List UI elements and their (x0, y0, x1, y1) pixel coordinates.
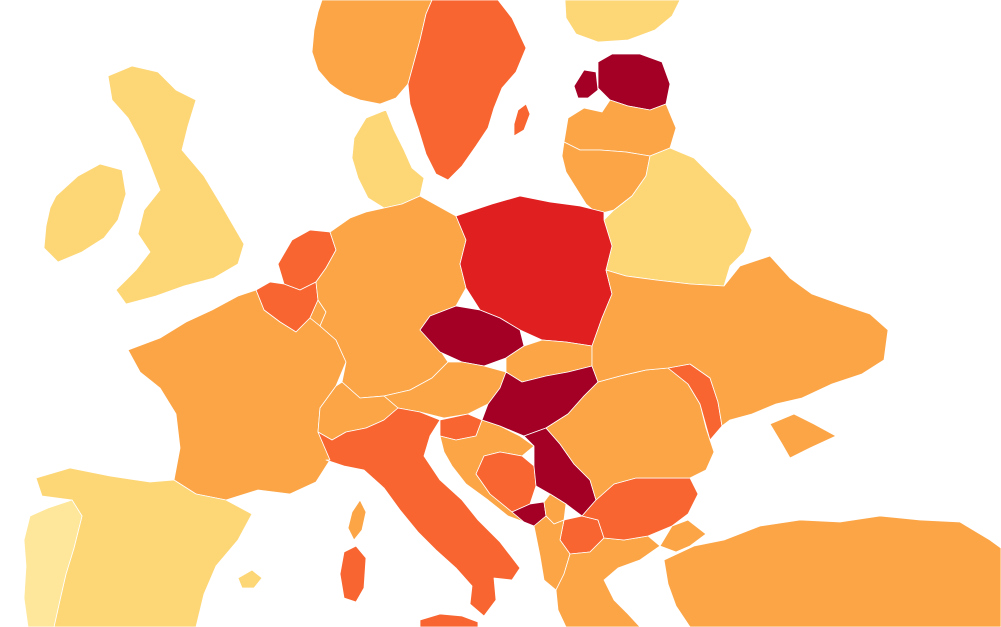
country-portugal[interactable] (23, 499, 83, 627)
country-ireland[interactable] (43, 163, 127, 263)
country-crimea[interactable] (769, 413, 837, 459)
country-france[interactable] (127, 289, 347, 501)
country-sardinia[interactable] (339, 545, 367, 603)
country-gotland[interactable] (513, 103, 531, 137)
country-iceland-faroe[interactable] (564, 0, 681, 43)
country-sicily[interactable] (419, 613, 479, 627)
country-sweden[interactable] (407, 0, 527, 181)
country-czechia[interactable] (419, 305, 525, 367)
country-turkey-thrace[interactable] (659, 519, 707, 553)
country-bosnia[interactable] (475, 451, 537, 513)
country-italy[interactable] (317, 407, 521, 617)
country-ukraine[interactable] (591, 255, 889, 427)
country-estonia-islands[interactable] (573, 69, 599, 99)
country-latvia[interactable] (563, 99, 677, 157)
country-corsica[interactable] (347, 499, 367, 541)
country-balearics[interactable] (237, 569, 263, 589)
country-denmark[interactable] (351, 109, 425, 209)
country-united-kingdom[interactable] (107, 65, 245, 305)
country-turkey[interactable] (663, 515, 1001, 627)
country-greece[interactable] (555, 535, 661, 627)
